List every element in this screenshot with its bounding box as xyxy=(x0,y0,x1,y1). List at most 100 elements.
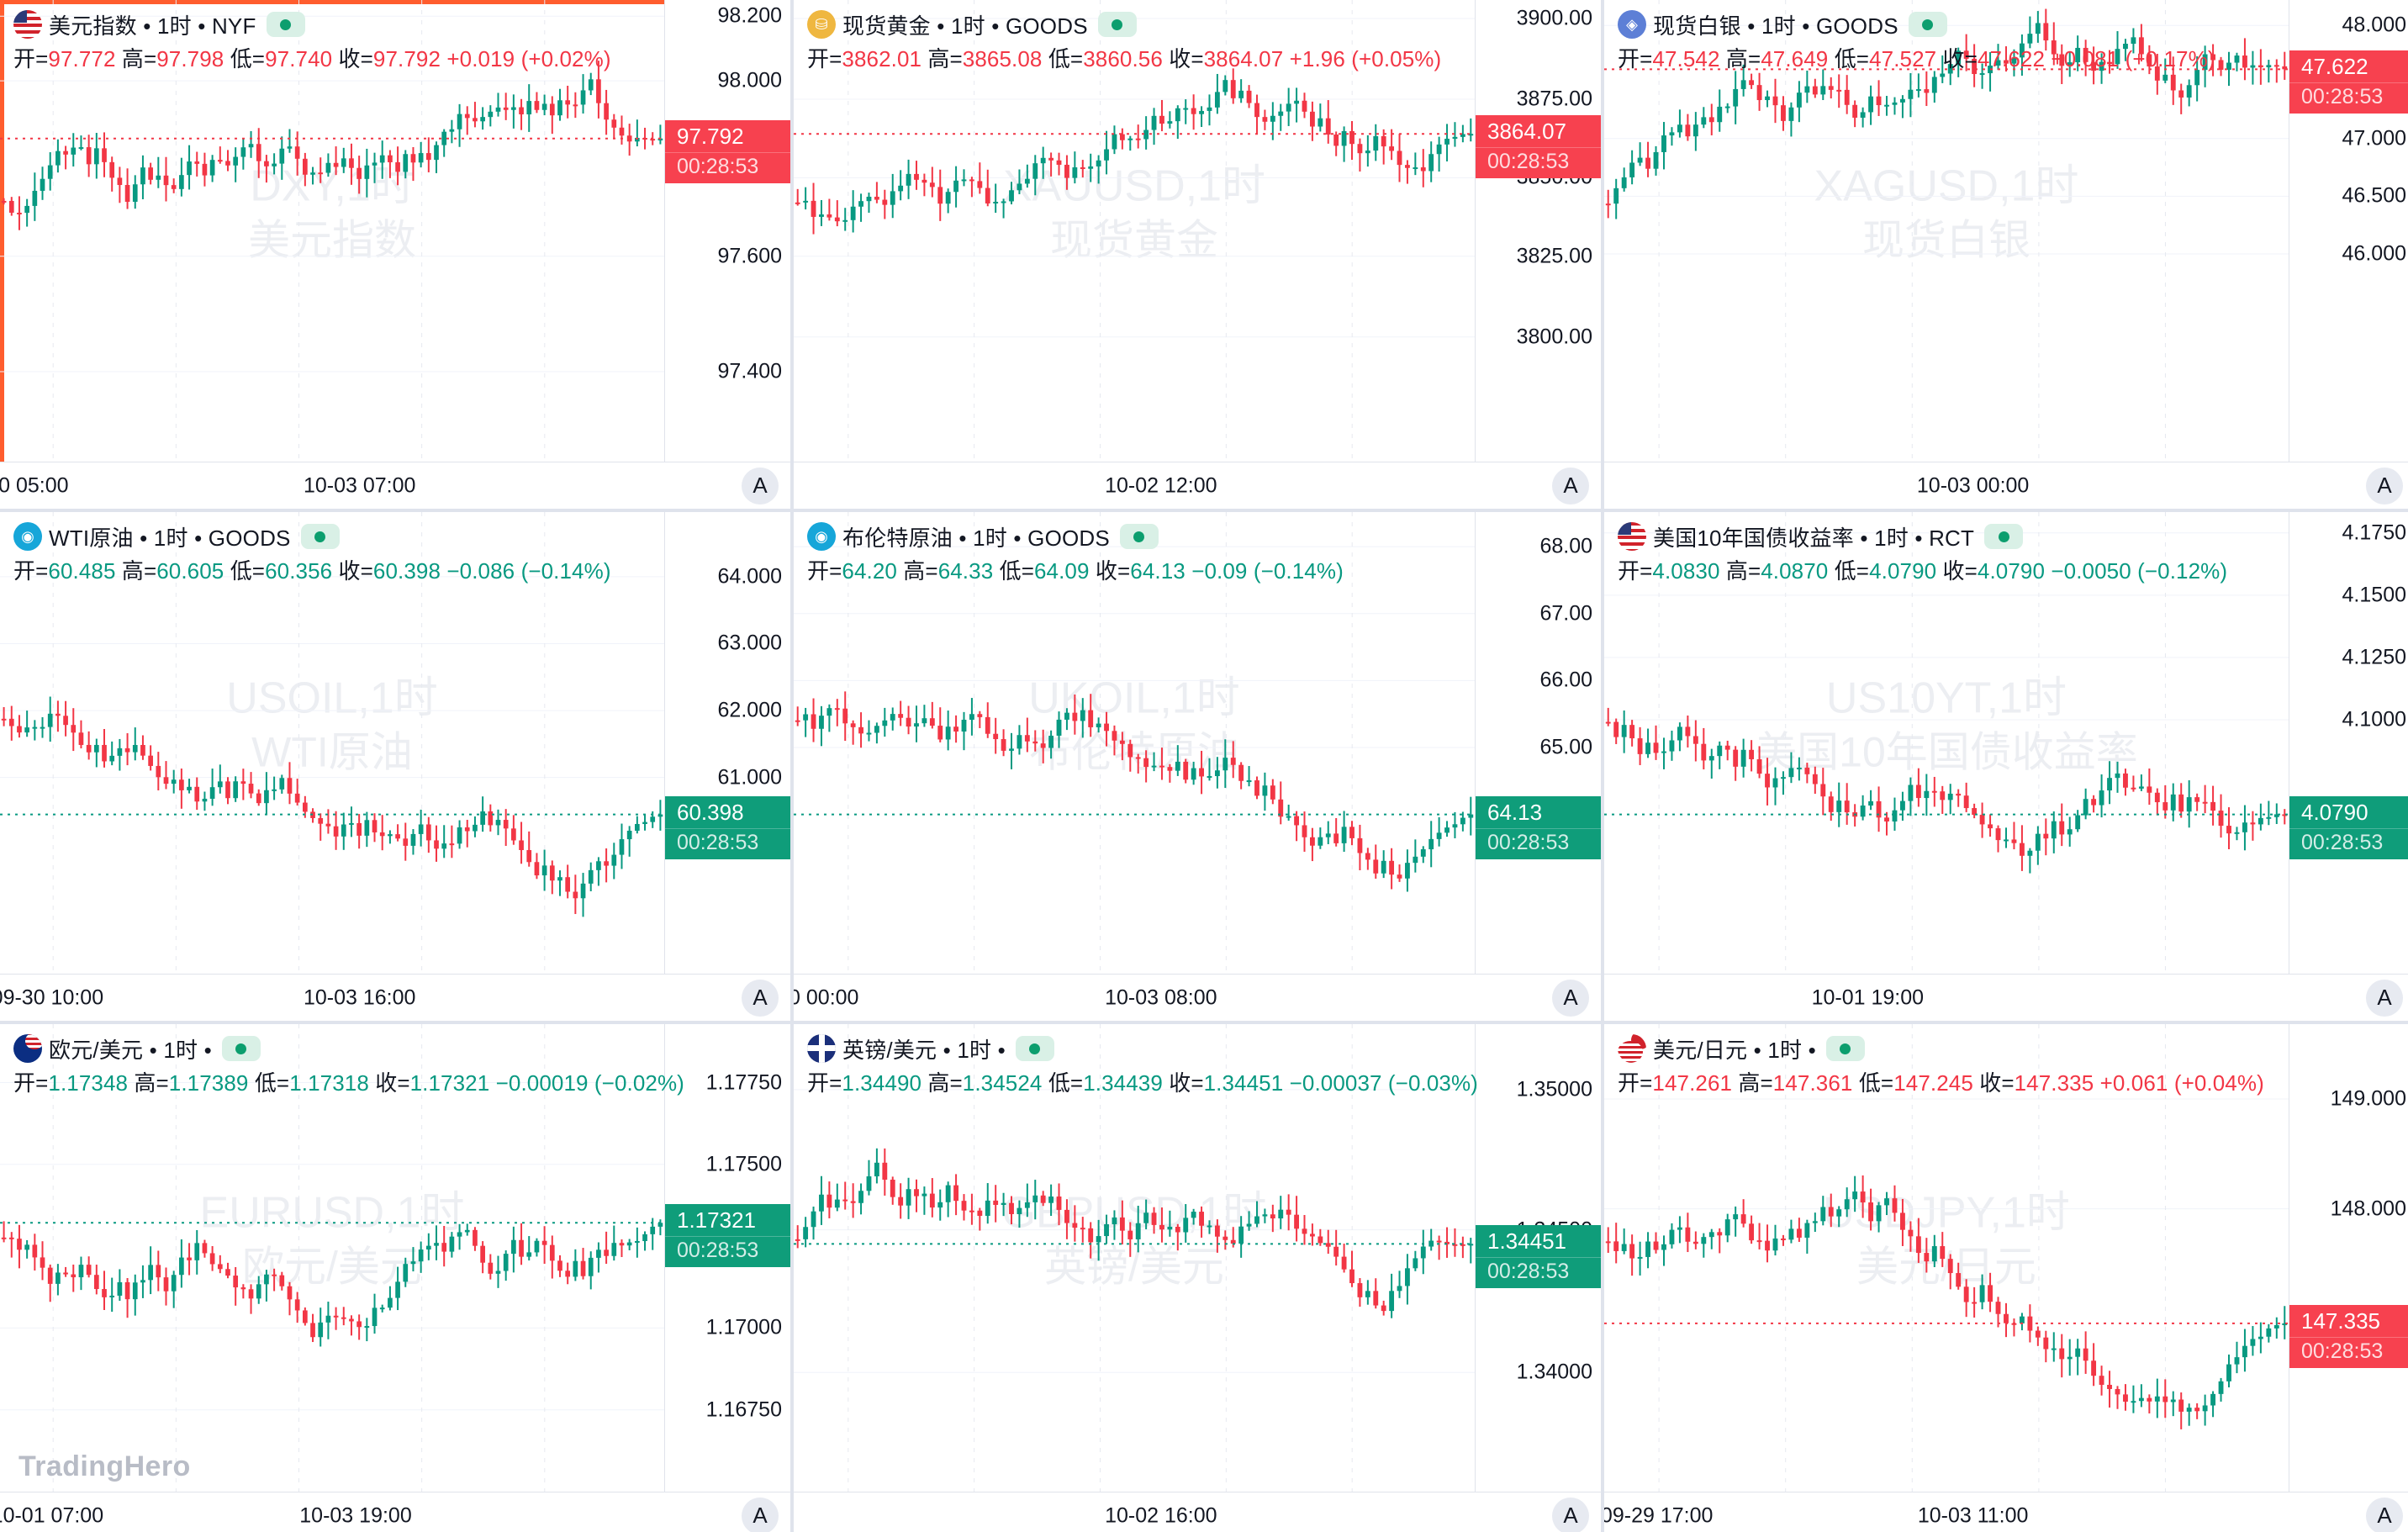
chart-panel-dxy[interactable]: 美元指数 • 1时 • NYF 开=97.772 高=97.798 低=97.7… xyxy=(0,0,790,509)
price-tick: 63.000 xyxy=(717,631,782,655)
candlestick-series xyxy=(1604,0,2289,462)
auto-scale-button[interactable]: A xyxy=(742,979,779,1017)
price-tick: 148.000 xyxy=(2330,1197,2406,1221)
time-tick: 10-03 07:00 xyxy=(303,473,416,497)
candlestick-series xyxy=(794,512,1475,974)
price-scale[interactable]: 3900.003875.003850.003825.003800.003864.… xyxy=(1475,0,1601,462)
plot-area[interactable]: US10YT,1时 美国10年国债收益率 xyxy=(1604,512,2289,974)
auto-scale-button[interactable]: A xyxy=(2366,1497,2403,1532)
auto-scale-button[interactable]: A xyxy=(2366,979,2403,1017)
time-scale[interactable]: A 10-03 00:00 xyxy=(1604,462,2408,509)
last-price-badge[interactable]: 1.17321 00:28:53 xyxy=(665,1204,790,1268)
last-price-badge[interactable]: 64.13 00:28:53 xyxy=(1476,795,1601,859)
time-scale[interactable]: A 30 05:00 10-03 07:00 xyxy=(0,462,790,509)
last-price-value: 97.792 xyxy=(677,123,744,149)
plot-area[interactable]: DXY,1时 美元指数 xyxy=(0,0,664,462)
auto-scale-button[interactable]: A xyxy=(1552,467,1589,505)
bar-countdown-timer: 00:28:53 xyxy=(2289,1336,2408,1368)
price-scale[interactable]: 98.200 98.000 97.600 97.400 97.792 00:28:53 xyxy=(664,0,790,462)
candlestick-series xyxy=(0,512,664,974)
time-scale[interactable]: A 10-02 16:00 xyxy=(794,1492,1601,1532)
chart-panel-usoil[interactable]: ◉ WTI原油 • 1时 • GOODS 开=60.485 高=60.605 低… xyxy=(0,512,790,1021)
last-price-badge[interactable]: 1.34451 00:28:53 xyxy=(1476,1225,1601,1289)
candlestick-series xyxy=(1604,512,2289,974)
price-tick: 67.00 xyxy=(1539,601,1592,626)
price-scale[interactable]: 149.000 148.000 147.335 00:28:53 xyxy=(2289,1024,2408,1492)
time-tick: 10-03 00:00 xyxy=(1916,473,2030,497)
plot-area[interactable]: USDJPY,1时 美元/日元 xyxy=(1604,1024,2289,1492)
price-tick: 1.34000 xyxy=(1516,1360,1592,1384)
app-watermark: TradingHero xyxy=(18,1450,191,1482)
time-tick: 10-03 08:00 xyxy=(1105,985,1217,1009)
last-price-badge[interactable]: 97.792 00:28:53 xyxy=(665,119,790,183)
price-tick: 48.000 xyxy=(2342,13,2406,37)
auto-scale-button[interactable]: A xyxy=(1552,979,1589,1017)
last-price-value: 1.34451 xyxy=(1487,1228,1566,1255)
price-scale[interactable]: 1.17750 1.17500 1.17000 1.16750 1.17321 00:28… xyxy=(664,1024,790,1492)
bar-countdown-timer: 00:28:53 xyxy=(665,151,790,183)
plot-area[interactable]: USOIL,1时 WTI原油 xyxy=(0,512,664,974)
last-price-badge[interactable]: 147.335 00:28:53 xyxy=(2289,1304,2408,1368)
time-scale[interactable]: A 10-02 12:00 xyxy=(794,462,1601,509)
price-scale[interactable]: 48.000 47.000 46.500 46.000 47.622 00:28:53 xyxy=(2289,0,2408,462)
plot-area[interactable]: XAUUSD,1时 现货黄金 xyxy=(794,0,1475,462)
time-scale[interactable]: A 10-01 19:00 xyxy=(1604,974,2408,1021)
price-tick: 4.1500 xyxy=(2342,583,2406,607)
candlestick-series xyxy=(0,0,664,462)
chart-panel-xauusd[interactable]: ⛁ 现货黄金 • 1时 • GOODS 开=3862.01 高=3865.08 … xyxy=(794,0,1601,509)
price-scale[interactable]: 4.1750 4.1500 4.1250 4.1000 4.0790 00:28:53 xyxy=(2289,512,2408,974)
last-price-value: 60.398 xyxy=(677,799,744,825)
last-price-value: 47.622 xyxy=(2301,54,2368,80)
price-tick: 1.16750 xyxy=(705,1397,782,1422)
chart-panel-ukoil[interactable]: ◉ 布伦特原油 • 1时 • GOODS 开=64.20 高=64.33 低=6… xyxy=(794,512,1601,1021)
auto-scale-button[interactable]: A xyxy=(742,467,779,505)
chart-panel-eurusd[interactable]: 欧元/美元 • 1时 • 开=1.17348 高=1.17389 低=1.173… xyxy=(0,1024,790,1532)
price-tick: 3900.00 xyxy=(1516,6,1592,30)
time-tick: 30 05:00 xyxy=(0,473,69,497)
time-tick: 09-29 17:00 xyxy=(1604,1503,1714,1527)
price-tick: 66.00 xyxy=(1539,668,1592,692)
price-tick: 47.000 xyxy=(2342,126,2406,151)
time-scale[interactable]: A 10-01 07:00 10-03 19:00 xyxy=(0,1492,790,1532)
price-tick: 1.35000 xyxy=(1516,1077,1592,1101)
price-tick: 98.200 xyxy=(717,3,782,28)
price-scale[interactable]: 68.00 67.00 66.00 65.00 64.13 00:28:53 xyxy=(1475,512,1601,974)
auto-scale-button[interactable]: A xyxy=(742,1497,779,1532)
chart-panel-gbpusd[interactable]: 英镑/美元 • 1时 • 开=1.34490 高=1.34524 低=1.344… xyxy=(794,1024,1601,1532)
bar-countdown-timer: 00:28:53 xyxy=(1476,1257,1601,1288)
auto-scale-button[interactable]: A xyxy=(1552,1497,1589,1532)
time-tick: 10-01 07:00 xyxy=(0,1503,104,1527)
last-price-badge[interactable]: 60.398 00:28:53 xyxy=(665,795,790,859)
last-price-value: 4.0790 xyxy=(2301,799,2368,825)
time-tick: 10-03 19:00 xyxy=(299,1503,412,1527)
time-scale[interactable]: A 30 00:00 10-03 08:00 xyxy=(794,974,1601,1021)
price-tick: 98.000 xyxy=(717,68,782,92)
last-price-badge[interactable]: 4.0790 00:28:53 xyxy=(2289,795,2408,859)
chart-panel-us10yt[interactable]: 美国10年国债收益率 • 1时 • RCT 开=4.0830 高=4.0870 … xyxy=(1604,512,2408,1021)
price-tick: 97.400 xyxy=(717,359,782,383)
plot-area[interactable]: XAGUSD,1时 现货白银 xyxy=(1604,0,2289,462)
last-price-badge[interactable]: 3864.07 00:28:53 xyxy=(1476,115,1601,179)
price-scale[interactable]: 64.000 63.000 62.000 61.000 60.398 00:28:53 xyxy=(664,512,790,974)
bar-countdown-timer: 00:28:53 xyxy=(2289,82,2408,114)
price-tick: 64.000 xyxy=(717,564,782,589)
auto-scale-button[interactable]: A xyxy=(2366,467,2403,505)
plot-area[interactable]: GBPUSD,1时 英镑/美元 xyxy=(794,1024,1475,1492)
last-price-value: 147.335 xyxy=(2301,1307,2380,1334)
plot-area[interactable]: UKOIL,1时 布伦特原油 xyxy=(794,512,1475,974)
chart-panel-xagusd[interactable]: ◈ 现货白银 • 1时 • GOODS 开=47.542 高=47.649 低=… xyxy=(1604,0,2408,509)
last-price-badge[interactable]: 47.622 00:28:53 xyxy=(2289,50,2408,114)
time-tick: 10-02 16:00 xyxy=(1105,1503,1217,1527)
price-tick: 4.1250 xyxy=(2342,645,2406,669)
plot-area[interactable]: EURUSD,1时 欧元/美元 xyxy=(0,1024,664,1492)
price-tick: 68.00 xyxy=(1539,534,1592,558)
time-tick: 10-03 16:00 xyxy=(303,985,416,1009)
time-scale[interactable]: A 09-29 17:00 10-03 11:00 xyxy=(1604,1492,2408,1532)
price-tick: 149.000 xyxy=(2330,1086,2406,1111)
price-tick: 1.17000 xyxy=(705,1315,782,1339)
candlestick-series xyxy=(0,1024,664,1492)
time-scale[interactable]: A 09-30 10:00 10-03 16:00 xyxy=(0,974,790,1021)
chart-panel-usdjpy[interactable]: 美元/日元 • 1时 • 开=147.261 高=147.361 低=147.2… xyxy=(1604,1024,2408,1532)
